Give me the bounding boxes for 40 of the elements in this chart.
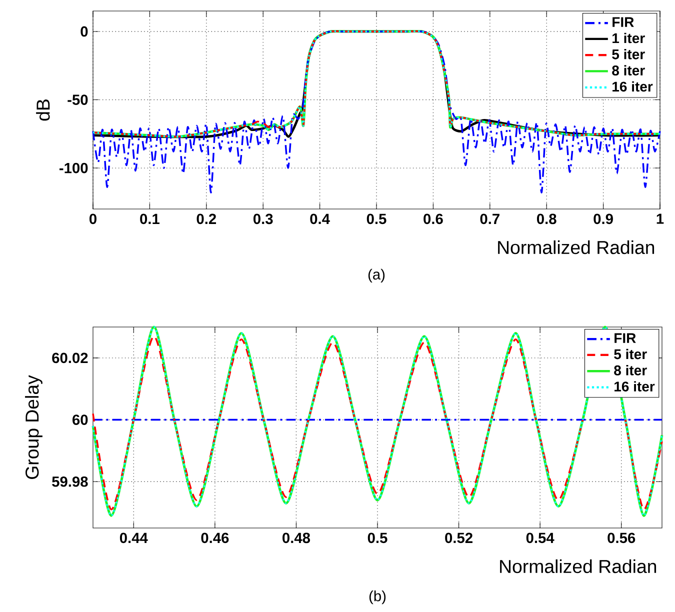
text: (b) [369,590,386,604]
text: (a) [368,268,385,282]
y-axis-title: Group Delay [25,375,42,479]
y-tick-label: 60 [72,414,88,425]
x-tick-label: 0.52 [445,532,472,544]
y-tick-label: 60.02 [52,352,88,364]
legend-label: 8 iter [614,365,647,376]
legend-label: 16 iter [612,81,653,92]
x-tick-label: 0.6 [424,214,443,224]
x-tick-label: 0.56 [608,532,636,544]
x-tick-label: 0.5 [366,214,386,224]
legend-label: FIR [612,17,634,27]
x-axis-title: Normalized Radian [500,559,656,574]
legend-label: 5 iter [614,348,647,360]
y-axis-title: dB [36,100,50,121]
legend-label: FIR [614,333,636,343]
y-tick-label: -100 [60,162,88,174]
x-tick-label: 0.5 [368,532,388,544]
x-tick-label: 0.7 [480,214,500,224]
x-tick-label: 0.2 [196,214,216,224]
x-tick-label: 0.1 [140,214,160,224]
x-tick-label: 0.8 [536,214,556,224]
legend-label: 1 iter [612,32,645,44]
line-series [92,30,661,194]
legend-label: 5 iter [612,49,645,60]
legend-label: 16 iter [614,381,655,392]
x-tick-label: 1 [656,214,664,224]
y-tick-label: -50 [68,94,88,105]
x-tick-label: 0.9 [594,214,613,224]
legend-label: 8 iter [612,65,645,76]
x-tick-label: 0.54 [526,532,554,544]
y-tick-label: 59.98 [52,476,88,487]
x-tick-label: 0.46 [201,532,229,544]
x-tick-label: 0.48 [282,532,310,544]
x-tick-label: 0.4 [310,214,330,224]
x-tick-label: 0.44 [120,532,148,544]
x-tick-label: 0.3 [253,214,273,224]
y-tick-label: 0 [80,26,88,37]
x-axis-title: Normalized Radian [498,240,654,254]
x-tick-label: 0 [90,214,96,224]
